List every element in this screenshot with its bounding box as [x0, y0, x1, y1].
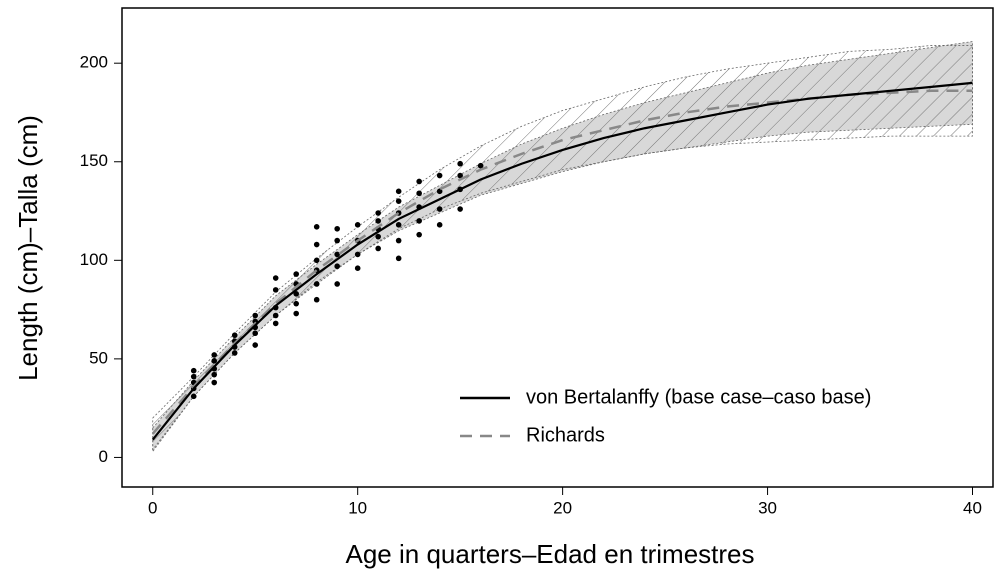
- x-tick-label: 20: [553, 498, 572, 517]
- data-point: [293, 291, 300, 297]
- data-point: [334, 263, 340, 270]
- data-point: [211, 379, 218, 386]
- data-point: [231, 332, 238, 339]
- x-tick-label: 0: [148, 498, 157, 517]
- data-point: [334, 237, 340, 244]
- data-point: [334, 225, 340, 232]
- data-point: [313, 296, 320, 303]
- data-point: [375, 233, 381, 240]
- y-tick-label: 0: [99, 447, 108, 466]
- data-point: [375, 245, 381, 252]
- data-point: [354, 251, 361, 258]
- data-point: [416, 190, 422, 197]
- data-point: [272, 320, 279, 327]
- data-point: [395, 255, 402, 262]
- data-point: [477, 162, 484, 169]
- data-point: [395, 188, 402, 195]
- data-point: [395, 237, 402, 244]
- data-point: [231, 350, 238, 356]
- data-point: [293, 310, 300, 317]
- data-point: [334, 281, 340, 287]
- data-point: [375, 218, 381, 224]
- legend-label: Richards: [526, 424, 605, 446]
- data-point: [190, 367, 197, 374]
- data-point: [375, 210, 381, 216]
- x-axis-label: Age in quarters–Edad en trimestres: [346, 539, 755, 569]
- y-tick-label: 150: [80, 151, 108, 170]
- series-line: [151, 81, 973, 441]
- confidence-band: [152, 45, 973, 451]
- legend-label: von Bertalanffy (base case–caso base): [526, 386, 871, 408]
- data-point: [272, 312, 279, 319]
- data-point: [293, 300, 300, 307]
- data-point: [436, 222, 443, 228]
- y-axis-label: Length (cm)–Talla (cm): [13, 115, 43, 381]
- data-point: [395, 222, 402, 228]
- data-point: [416, 178, 422, 185]
- x-tick-label: 10: [348, 498, 367, 517]
- data-point: [416, 218, 422, 224]
- data-point: [190, 393, 197, 400]
- data-point: [211, 352, 218, 358]
- data-point: [334, 251, 340, 258]
- y-tick-label: 50: [89, 348, 108, 367]
- data-point: [252, 312, 259, 319]
- data-point: [354, 222, 361, 228]
- data-point: [313, 257, 320, 264]
- data-point: [436, 172, 443, 179]
- data-point: [252, 330, 259, 337]
- data-point: [457, 172, 463, 179]
- x-tick-label: 40: [963, 498, 982, 517]
- data-point: [313, 224, 320, 230]
- data-point: [354, 265, 361, 271]
- data-point: [252, 342, 259, 348]
- data-point: [395, 198, 402, 204]
- data-point: [313, 241, 320, 248]
- data-point: [293, 271, 300, 277]
- y-tick-label: 200: [80, 53, 108, 72]
- y-tick-label: 100: [80, 250, 108, 269]
- data-point: [272, 287, 279, 293]
- data-point: [211, 371, 218, 378]
- data-point: [313, 281, 320, 287]
- data-point: [211, 358, 218, 364]
- data-point: [457, 206, 463, 212]
- data-point: [436, 206, 443, 212]
- plot-frame: [121, 7, 994, 488]
- x-tick-label: 30: [758, 498, 777, 517]
- data-point: [190, 373, 197, 380]
- data-point: [272, 275, 279, 281]
- data-point: [416, 231, 422, 238]
- data-point: [457, 160, 463, 167]
